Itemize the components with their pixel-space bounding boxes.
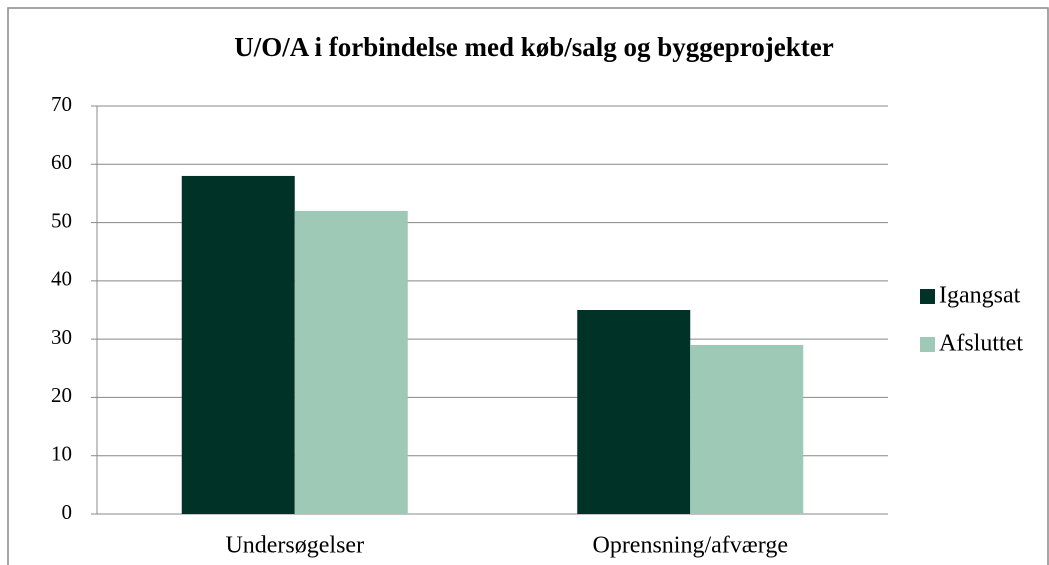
y-tick-label: 10: [51, 442, 72, 466]
y-tick-label: 50: [51, 208, 72, 232]
y-tick-label: 0: [62, 500, 73, 524]
bar: [577, 310, 691, 514]
y-tick-label: 60: [51, 150, 72, 174]
x-tick-label: Oprensning/afværge: [592, 533, 788, 559]
chart-frame: [7, 7, 1049, 565]
y-tick-label: 40: [51, 267, 72, 291]
bar: [294, 210, 408, 514]
legend-swatch: [920, 289, 935, 304]
y-tick-label: 20: [51, 383, 72, 407]
bar: [181, 175, 295, 514]
chart-title: U/O/A i forbindelse med køb/salg og bygg…: [234, 32, 834, 62]
legend-label: Afsluttet: [939, 331, 1023, 357]
y-tick-label: 70: [51, 92, 72, 116]
legend-label: Igangsat: [939, 283, 1021, 309]
y-tick-label: 30: [51, 325, 72, 349]
x-tick-label: Undersøgelser: [225, 533, 364, 559]
bar: [690, 344, 804, 514]
legend-swatch: [920, 337, 935, 352]
